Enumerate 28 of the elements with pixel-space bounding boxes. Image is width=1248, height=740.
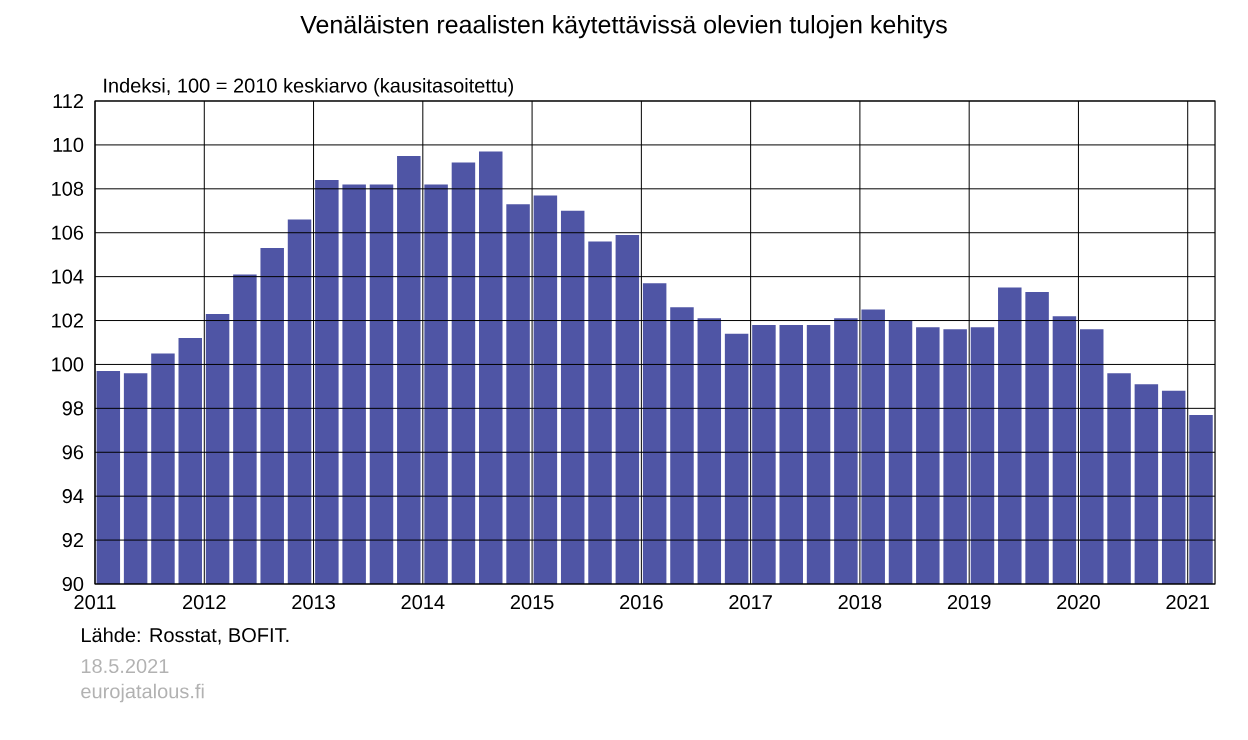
x-tick-label: 2013: [292, 595, 335, 610]
x-tick-label: 2020: [1057, 595, 1100, 610]
text: Lähde: Rosstat, BOFIT.: [82, 627, 289, 645]
x-tick-label: 2012: [183, 595, 226, 610]
y-tick-label: 112: [53, 94, 83, 108]
x-tick-label: 2018: [838, 595, 882, 610]
y-tick-label: 96: [62, 445, 84, 460]
y-tick-label: 104: [52, 269, 84, 284]
x-tick-label: 2011: [74, 595, 116, 610]
y-axis-title: Indeksi, 100 = 2010 keskiarvo (kausitasoitettu): [104, 77, 513, 97]
x-tick-label: 2015: [510, 595, 554, 610]
x-tick-label: 2019: [947, 595, 991, 610]
x-tick-label: 2014: [401, 595, 445, 610]
x-tick-label: 2017: [729, 595, 772, 610]
y-tick-label: 106: [52, 225, 84, 240]
x-tick-label: 2021: [1166, 595, 1209, 610]
y-tick-label: 98: [62, 401, 84, 416]
y-tick-label: 110: [53, 137, 84, 152]
y-tick-label: 100: [52, 357, 84, 372]
chart-title: Venäläisten reaalisten käytettävissä olevien tulojen kehitys: [300, 15, 947, 39]
y-tick-label: 90: [62, 576, 84, 592]
text: 18.5.2021: [81, 658, 169, 674]
y-tick-label: 102: [52, 313, 83, 328]
y-tick-label: 94: [62, 489, 84, 504]
y-tick-label: 108: [52, 181, 84, 196]
text: eurojatalous.fi: [81, 683, 204, 703]
x-tick-label: 2016: [620, 595, 663, 610]
y-tick-label: 92: [62, 533, 83, 548]
